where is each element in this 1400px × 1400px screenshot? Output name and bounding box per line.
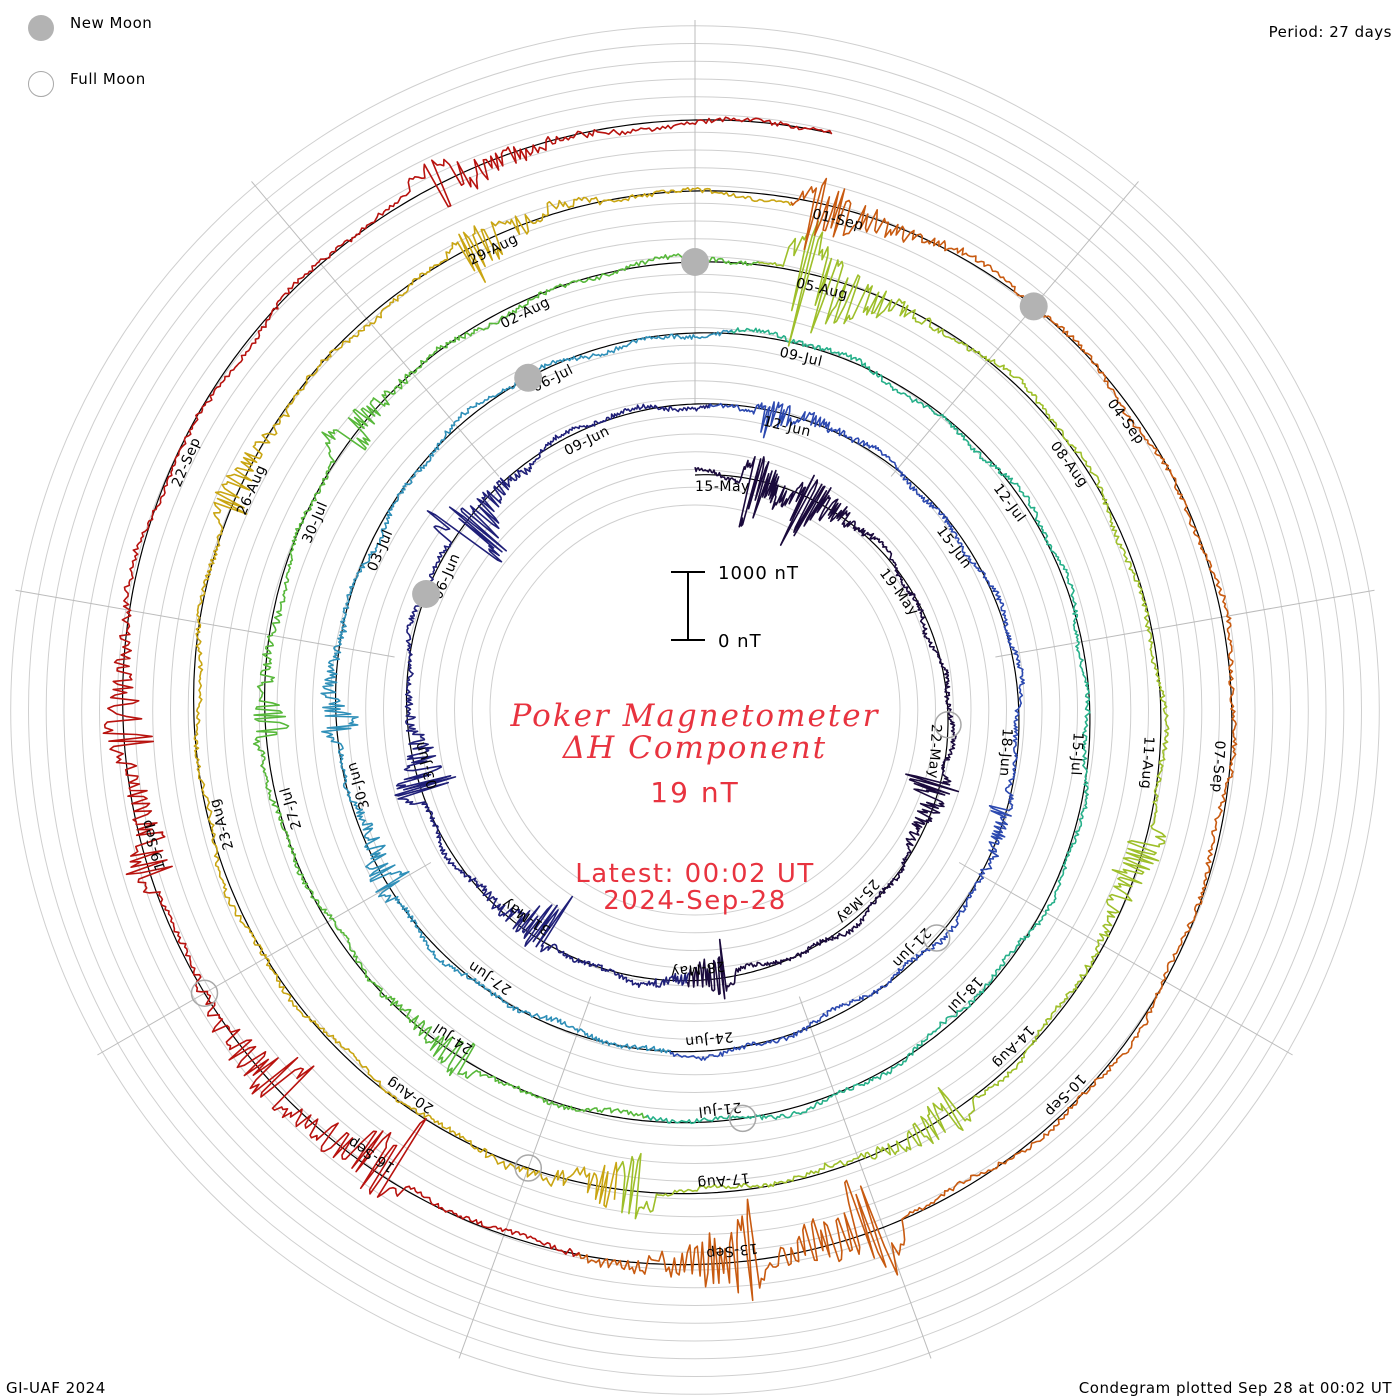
- new-moon-marker: [1019, 292, 1048, 321]
- moon-markers: [190, 248, 1048, 1182]
- dh-trace-segment: [644, 327, 1091, 1125]
- plotted-label: Condegram plotted Sep 28 at 00:02 UT: [1078, 1379, 1392, 1397]
- grid-circle: [418, 433, 972, 987]
- dh-trace-segment: [394, 403, 712, 989]
- date-label: 08-Aug: [1047, 439, 1091, 491]
- scale-bar-bottom-label: 0 nT: [718, 631, 762, 652]
- grid-spoke: [97, 862, 432, 1056]
- scale-bar-top-label: 1000 nT: [718, 563, 799, 584]
- date-label: 30-Jun: [344, 760, 373, 811]
- scale-readout: 19 nT: [650, 776, 740, 809]
- date-label: 11-Aug: [1138, 736, 1157, 790]
- dh-trace-segment: [616, 220, 1170, 1220]
- date-label: 13-Sep: [705, 1240, 759, 1262]
- grid-spoke: [958, 862, 1293, 1056]
- dh-trace-segment: [102, 116, 833, 1257]
- dh-trace-segment: [193, 187, 794, 1208]
- new-moon-icon: [28, 15, 54, 41]
- date-label: 18-Jun: [996, 728, 1015, 777]
- dh-trace-segment: [668, 401, 1025, 1061]
- date-label: 09-Jul: [778, 345, 824, 371]
- date-label: 15-Jul: [1067, 732, 1085, 776]
- grid-circle: [489, 504, 901, 916]
- grid-spoke: [798, 996, 932, 1359]
- new-moon-marker: [412, 580, 441, 608]
- grid-spoke: [995, 589, 1375, 658]
- date-label: 22-May: [925, 724, 944, 780]
- latest-date: 2024-Sep-28: [603, 886, 787, 916]
- dh-trace-segment: [686, 455, 960, 1000]
- date-label: 30-Jul: [299, 499, 331, 545]
- full-moon-marker: [922, 924, 951, 952]
- chart-title-line2: ΔH Component: [562, 730, 828, 766]
- new-moon-marker: [514, 363, 543, 392]
- chart-title-line1: Poker Magnetometer: [510, 698, 880, 734]
- date-label: 24-Jun: [684, 1028, 734, 1050]
- grid-spoke: [458, 996, 592, 1359]
- latest-time: Latest: 00:02 UT: [575, 859, 815, 889]
- credit-label: GI-UAF 2024: [6, 1379, 106, 1397]
- date-label: 28-May: [670, 957, 726, 979]
- date-label: 01-Sep: [811, 206, 866, 234]
- dh-trace-segment: [252, 253, 761, 1119]
- date-label: 15-May: [695, 479, 750, 495]
- period-label: Period: 27 days: [1268, 23, 1392, 41]
- date-label: 07-Sep: [1209, 740, 1228, 793]
- date-label: 04-Sep: [1104, 396, 1148, 447]
- grid-circle: [400, 415, 990, 1005]
- new-moon-marker: [681, 248, 709, 276]
- dh-trace-group: [102, 116, 1238, 1302]
- scale-bar: [671, 571, 705, 641]
- full-moon-marker: [190, 979, 219, 1007]
- full-moon-marker: [728, 1104, 757, 1133]
- full-moon-marker: [514, 1154, 543, 1182]
- date-label: 03-Jul: [365, 527, 397, 573]
- grid-circle: [471, 486, 919, 934]
- grid-circle: [436, 451, 954, 969]
- date-label: 12-Jun: [762, 414, 813, 441]
- date-label: 17-Aug: [696, 1169, 750, 1191]
- grid-spoke: [251, 181, 500, 477]
- grid-spoke: [15, 589, 395, 658]
- legend-full-moon-label: Full Moon: [70, 70, 146, 88]
- full-moon-marker: [934, 710, 962, 739]
- grid-spoke: [890, 181, 1139, 477]
- full-moon-icon: [28, 71, 54, 97]
- legend-new-moon-label: New Moon: [70, 14, 153, 32]
